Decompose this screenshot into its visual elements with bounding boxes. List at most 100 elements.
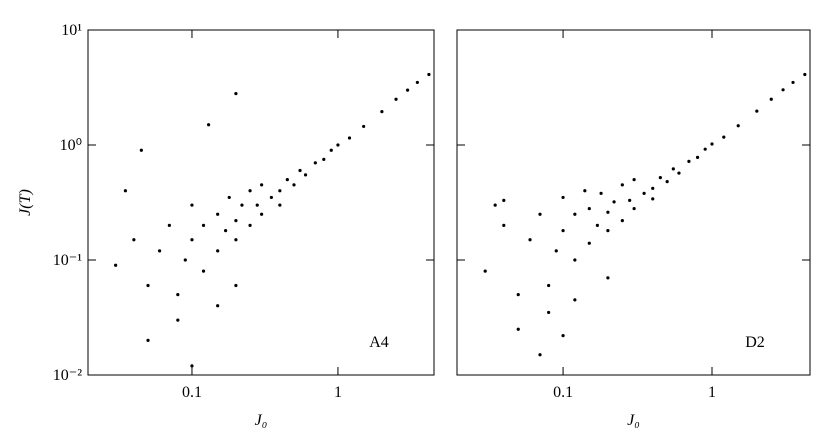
point [146, 338, 150, 342]
point [606, 229, 610, 233]
point [736, 124, 740, 128]
point [157, 249, 162, 253]
x-tick-label: 0.1 [553, 384, 573, 401]
y-tick-label: 10⁻¹ [53, 252, 82, 269]
point [269, 195, 273, 200]
point [547, 310, 551, 315]
point [260, 212, 264, 216]
point [620, 219, 624, 223]
point [722, 135, 726, 139]
point [547, 283, 551, 288]
point [516, 327, 520, 331]
point [561, 334, 565, 338]
point [561, 229, 565, 233]
point [146, 283, 150, 288]
point [362, 124, 366, 129]
point [587, 206, 591, 211]
point [139, 148, 143, 152]
point [502, 223, 506, 227]
x-tick-label: 1 [334, 384, 342, 401]
point [405, 88, 410, 92]
point [710, 142, 714, 146]
point [493, 203, 497, 207]
point [658, 176, 662, 180]
point [606, 276, 610, 280]
point [665, 180, 669, 184]
point [671, 167, 675, 171]
point [298, 168, 302, 173]
x-tick-label: 0.1 [182, 384, 202, 401]
point [538, 212, 542, 216]
point [285, 178, 289, 182]
point [114, 263, 118, 267]
point [167, 223, 171, 227]
point [595, 223, 599, 227]
point [483, 269, 487, 273]
point [176, 293, 180, 297]
point [227, 195, 231, 200]
plot-frame [87, 29, 435, 376]
point [234, 91, 238, 96]
point [612, 200, 616, 204]
point [516, 293, 520, 297]
point [234, 283, 238, 288]
point [573, 212, 577, 216]
point [528, 238, 532, 242]
point [248, 223, 252, 227]
point [642, 191, 646, 195]
point [183, 258, 187, 262]
point [573, 258, 577, 262]
x-tick-label: 1 [708, 384, 716, 401]
point [628, 198, 632, 202]
y-tick-label: 10⁰ [60, 137, 82, 154]
point [240, 203, 244, 207]
point [583, 189, 587, 193]
point [781, 88, 785, 92]
x-axis-label: J₀ [627, 412, 640, 429]
x-axis-label: J₀ [255, 412, 268, 429]
point [769, 97, 773, 101]
point [176, 318, 180, 322]
point [260, 183, 264, 187]
panel-label: A4 [369, 334, 389, 351]
point [216, 249, 220, 253]
point [224, 229, 228, 233]
point [538, 353, 542, 357]
point [632, 178, 636, 182]
point [190, 364, 194, 368]
point [292, 183, 296, 187]
point [201, 223, 206, 227]
point [687, 159, 691, 164]
point [587, 241, 591, 245]
point [313, 161, 317, 165]
point [234, 238, 238, 242]
point [132, 238, 136, 242]
point [201, 269, 206, 273]
panel-label: D2 [745, 334, 765, 351]
point [677, 171, 681, 175]
point [651, 186, 655, 190]
point [303, 173, 308, 177]
point [695, 155, 700, 160]
y-tick-label: 10⁻² [53, 367, 82, 384]
point [427, 72, 431, 77]
point [791, 80, 795, 85]
point [216, 304, 220, 308]
point [803, 72, 807, 77]
point [573, 298, 577, 302]
point [651, 197, 655, 201]
point [599, 191, 603, 195]
point [561, 195, 565, 200]
point [248, 189, 252, 193]
point [502, 198, 506, 202]
plot-frame [456, 29, 811, 376]
point [206, 123, 211, 127]
point [336, 143, 340, 147]
point [347, 136, 352, 140]
point [703, 147, 707, 151]
point [278, 203, 282, 207]
point [190, 203, 194, 207]
point [216, 212, 220, 216]
point [394, 97, 398, 101]
